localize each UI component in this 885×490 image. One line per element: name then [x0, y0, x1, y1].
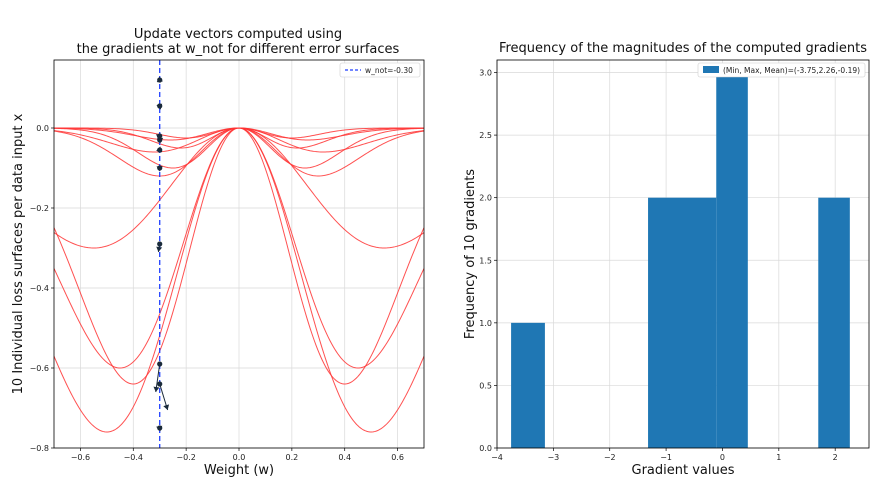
gradient-point-10	[157, 425, 163, 431]
right-legend: (Min, Max, Mean)=(-3.75,2.26,-0.19)	[697, 62, 866, 78]
right-legend-box	[697, 62, 866, 78]
right-x-tick-label: 2	[833, 453, 838, 462]
histogram-bar-2	[648, 197, 717, 448]
left-x-axis-label: Weight (w)	[204, 463, 274, 478]
right-y-tick-label: 1.0	[479, 319, 492, 328]
left-x-tick-label: 0.0	[233, 453, 246, 462]
right-y-tick-label: 0.5	[479, 381, 492, 390]
right-x-ticks: −4 −3 −2 −1 0 1 2	[491, 448, 838, 462]
right-legend-label: (Min, Max, Mean)=(-3.75,2.26,-0.19)	[723, 66, 860, 75]
right-bars	[511, 72, 850, 449]
left-x-ticks: −0.6 −0.4 −0.2 0.0 0.2 0.4 0.6	[71, 448, 404, 462]
gradient-point-3	[157, 133, 163, 139]
right-x-tick-label: −1	[660, 453, 672, 462]
left-y-tick-label: 0.0	[36, 124, 49, 133]
left-x-tick-label: −0.2	[176, 453, 195, 462]
right-x-tick-label: −4	[491, 453, 503, 462]
right-y-tick-label: 0.0	[479, 444, 492, 453]
gradient-point-6	[157, 165, 163, 171]
gradient-point-8	[157, 361, 163, 367]
right-plot-frame	[496, 59, 870, 449]
left-x-tick-label: 0.4	[338, 453, 351, 462]
left-chart-title-line-1: Update vectors computed using	[134, 27, 342, 42]
left-y-tick-label: −0.4	[30, 284, 49, 293]
left-x-tick-label: −0.6	[71, 453, 90, 462]
left-legend: w_not=-0.30	[339, 62, 421, 78]
gradient-point-4	[157, 137, 163, 143]
left-x-tick-label: −0.4	[124, 453, 143, 462]
gradient-point-5	[157, 147, 163, 153]
right-legend-swatch	[703, 66, 719, 73]
right-x-tick-label: 0	[720, 453, 725, 462]
left-y-ticks: 0.0 −0.2 −0.4 −0.6 −0.8	[30, 124, 54, 453]
left-y-axis-label: 10 Individual loss surfaces per data inp…	[11, 113, 26, 394]
right-x-tick-label: −3	[547, 453, 559, 462]
right-y-axis-label: Frequency of 10 gradients	[463, 169, 478, 339]
right-y-tick-label: 3.0	[479, 69, 492, 78]
histogram-bar-1	[511, 322, 545, 448]
gradient-point-7	[157, 241, 163, 247]
histogram-bar-3	[716, 72, 748, 449]
right-chart-title: Frequency of the magnitudes of the compu…	[499, 41, 867, 56]
right-y-tick-label: 2.0	[479, 194, 492, 203]
right-x-tick-label: 1	[776, 453, 781, 462]
right-x-tick-label: −2	[604, 453, 616, 462]
left-points	[153, 76, 170, 432]
gradient-point-1	[157, 77, 163, 83]
left-y-tick-label: −0.2	[30, 204, 49, 213]
right-y-ticks: 0.0 0.5 1.0 1.5 2.0 2.5 3.0	[479, 69, 497, 453]
histogram-bar-4	[818, 197, 850, 448]
left-grid	[54, 60, 424, 449]
right-x-axis-label: Gradient values	[632, 463, 735, 478]
left-x-tick-label: 0.2	[285, 453, 298, 462]
right-y-tick-label: 2.5	[479, 131, 492, 140]
left-chart-title-line-2: the gradients at w_not for different err…	[77, 42, 400, 57]
right-y-tick-label: 1.5	[479, 256, 492, 265]
left-chart: Update vectors computed using the gradie…	[11, 27, 425, 478]
right-chart: Frequency of the magnitudes of the compu…	[463, 41, 870, 478]
left-curves	[54, 127, 424, 433]
left-legend-box	[339, 62, 421, 78]
loss-curve-10	[54, 127, 424, 433]
left-legend-label: w_not=-0.30	[365, 66, 413, 75]
gradient-point-2	[157, 103, 163, 109]
update-arrow-head-9	[163, 404, 170, 410]
gradient-point-9	[157, 381, 163, 387]
left-x-tick-label: 0.6	[391, 453, 404, 462]
update-arrow-head-8	[153, 386, 160, 392]
left-y-tick-label: −0.6	[30, 364, 49, 373]
left-y-tick-label: −0.8	[30, 444, 49, 453]
update-arrow-head-7	[156, 246, 163, 252]
